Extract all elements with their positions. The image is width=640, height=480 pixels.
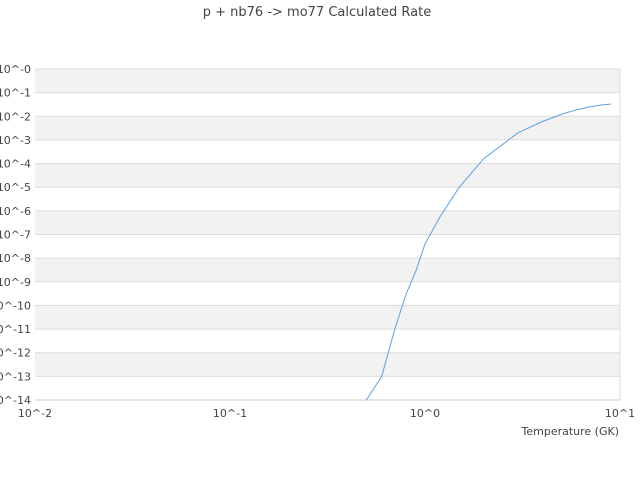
x-tick-labels: 10^-2 10^-1 10^0 10^1 <box>18 407 635 420</box>
y-tick-label: 10^-2 <box>0 110 31 123</box>
y-tick-label: 10^-12 <box>0 347 31 360</box>
y-tick-label: 10^-3 <box>0 134 31 147</box>
x-tick-label: 10^0 <box>410 407 440 420</box>
y-tick-label: 10^-9 <box>0 276 31 289</box>
x-tick-label: 10^1 <box>605 407 635 420</box>
y-tick-label: 10^-1 <box>0 87 31 100</box>
y-tick-labels: 10^-0 10^-1 10^-2 10^-3 10^-4 10^-5 10^-6 10^-7… <box>0 63 31 407</box>
grid-band <box>35 69 620 93</box>
y-tick-label: 10^-14 <box>0 394 31 407</box>
y-tick-label: 10^-0 <box>0 63 31 76</box>
y-tick-label: 10^-13 <box>0 370 31 383</box>
grid-band <box>35 116 620 140</box>
series-group <box>365 103 612 401</box>
x-axis-label: Temperature (GK) <box>521 425 620 438</box>
grid-bands <box>35 69 620 377</box>
x-tick-label: 10^-1 <box>213 407 247 420</box>
x-tick-label: 10^-2 <box>18 407 52 420</box>
grid-lines <box>35 68 620 401</box>
y-tick-label: 10^-4 <box>0 158 31 171</box>
grid-band <box>35 163 620 188</box>
y-tick-label: 10^-5 <box>0 181 31 194</box>
chart-title: p + nb76 -> mo77 Calculated Rate <box>203 5 432 20</box>
y-tick-label: 10^-11 <box>0 323 31 336</box>
grid-band <box>35 352 620 377</box>
y-tick-label: 10^-6 <box>0 205 31 218</box>
y-tick-label: 10^-10 <box>0 299 31 312</box>
y-tick-label: 10^-7 <box>0 229 31 242</box>
axes <box>35 69 621 401</box>
grid-band <box>35 258 620 282</box>
grid-band <box>35 305 620 330</box>
series-line <box>365 103 612 401</box>
y-tick-label: 10^-8 <box>0 252 31 265</box>
grid-band <box>35 210 620 235</box>
